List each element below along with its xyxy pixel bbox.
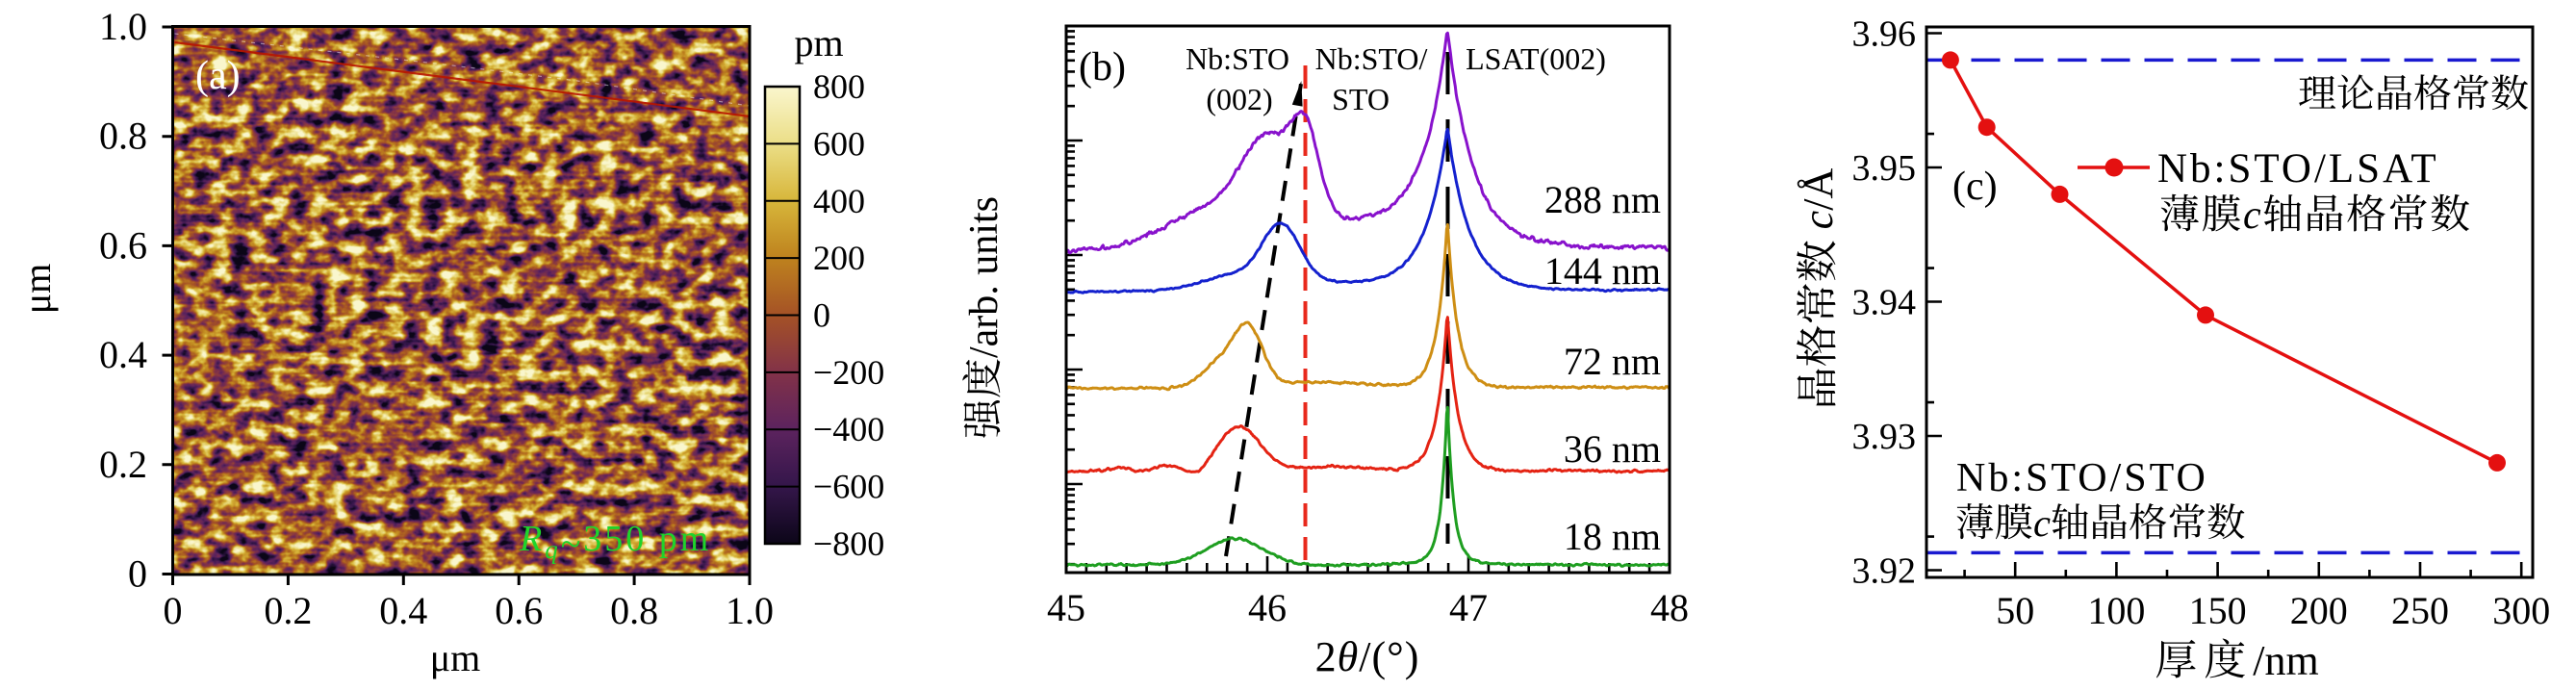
svg-text:(b): (b) [1079, 45, 1126, 89]
svg-text:300: 300 [2492, 589, 2550, 632]
svg-text:0.2: 0.2 [264, 589, 312, 632]
svg-text:3.94: 3.94 [1852, 283, 1917, 323]
svg-text:LSAT(002): LSAT(002) [1466, 41, 1606, 76]
svg-text:(a): (a) [195, 54, 241, 98]
svg-text:c: c [2033, 501, 2051, 545]
svg-text:0: 0 [164, 589, 183, 632]
svg-text:400: 400 [813, 182, 865, 220]
svg-text:STO: STO [1332, 82, 1390, 116]
svg-text:c: c [2243, 193, 2261, 238]
svg-text:288 nm: 288 nm [1544, 178, 1661, 221]
svg-text:Nb:STO/STO: Nb:STO/STO [1956, 456, 2208, 500]
svg-text:μm: μm [430, 636, 481, 679]
svg-text:0.2: 0.2 [99, 443, 147, 486]
svg-text:(002): (002) [1206, 82, 1272, 116]
svg-text:3.96: 3.96 [1852, 14, 1917, 55]
svg-text:3.95: 3.95 [1852, 148, 1917, 189]
svg-text:μm: μm [15, 264, 59, 315]
svg-text:0.4: 0.4 [99, 333, 147, 376]
svg-text:0.4: 0.4 [379, 589, 427, 632]
svg-text:72 nm: 72 nm [1564, 340, 1661, 383]
svg-text:200: 200 [2290, 589, 2348, 632]
svg-text:2θ/(°): 2θ/(°) [1315, 633, 1420, 680]
svg-text:100: 100 [2087, 589, 2145, 632]
svg-text:Nb:STO/LSAT: Nb:STO/LSAT [2157, 146, 2439, 192]
svg-text:3.93: 3.93 [1852, 417, 1917, 457]
svg-text:−400: −400 [813, 410, 884, 448]
svg-text:Nb:STO: Nb:STO [1186, 41, 1289, 76]
svg-text:−800: −800 [813, 524, 884, 563]
svg-text:3.92: 3.92 [1852, 551, 1917, 592]
svg-text:150: 150 [2189, 589, 2247, 632]
svg-text:47: 47 [1449, 586, 1488, 629]
svg-text:−200: −200 [813, 353, 884, 392]
svg-text:Rq~350 pm: Rq~350 pm [519, 519, 711, 565]
svg-text:Nb:STO/: Nb:STO/ [1315, 41, 1428, 76]
svg-text:800: 800 [813, 67, 865, 106]
svg-text:600: 600 [813, 124, 865, 163]
svg-text:c: c [1795, 210, 1842, 229]
svg-text:0.6: 0.6 [99, 223, 147, 267]
svg-text:−600: −600 [813, 468, 884, 506]
svg-text:144 nm: 144 nm [1544, 249, 1661, 293]
svg-text:200: 200 [813, 239, 865, 277]
svg-text:0.6: 0.6 [495, 589, 543, 632]
svg-text:48: 48 [1650, 586, 1689, 629]
svg-text:0.8: 0.8 [99, 115, 147, 158]
svg-text:1.0: 1.0 [726, 589, 774, 632]
svg-text:45: 45 [1047, 586, 1085, 629]
svg-text:46: 46 [1248, 586, 1287, 629]
svg-text:50: 50 [1996, 589, 2034, 632]
svg-text:18 nm: 18 nm [1564, 515, 1661, 558]
svg-text:0: 0 [813, 296, 830, 335]
svg-text:250: 250 [2391, 589, 2449, 632]
svg-text:/arb. units: /arb. units [962, 196, 1007, 358]
svg-text:36 nm: 36 nm [1564, 427, 1661, 471]
svg-text:(c): (c) [1952, 165, 1998, 209]
svg-text:pm: pm [794, 21, 843, 64]
svg-text:/nm: /nm [2253, 637, 2318, 684]
svg-text:/Å: /Å [1795, 167, 1842, 210]
svg-text:1.0: 1.0 [99, 5, 147, 48]
svg-text:0: 0 [128, 552, 147, 596]
svg-text:0.8: 0.8 [610, 589, 658, 632]
